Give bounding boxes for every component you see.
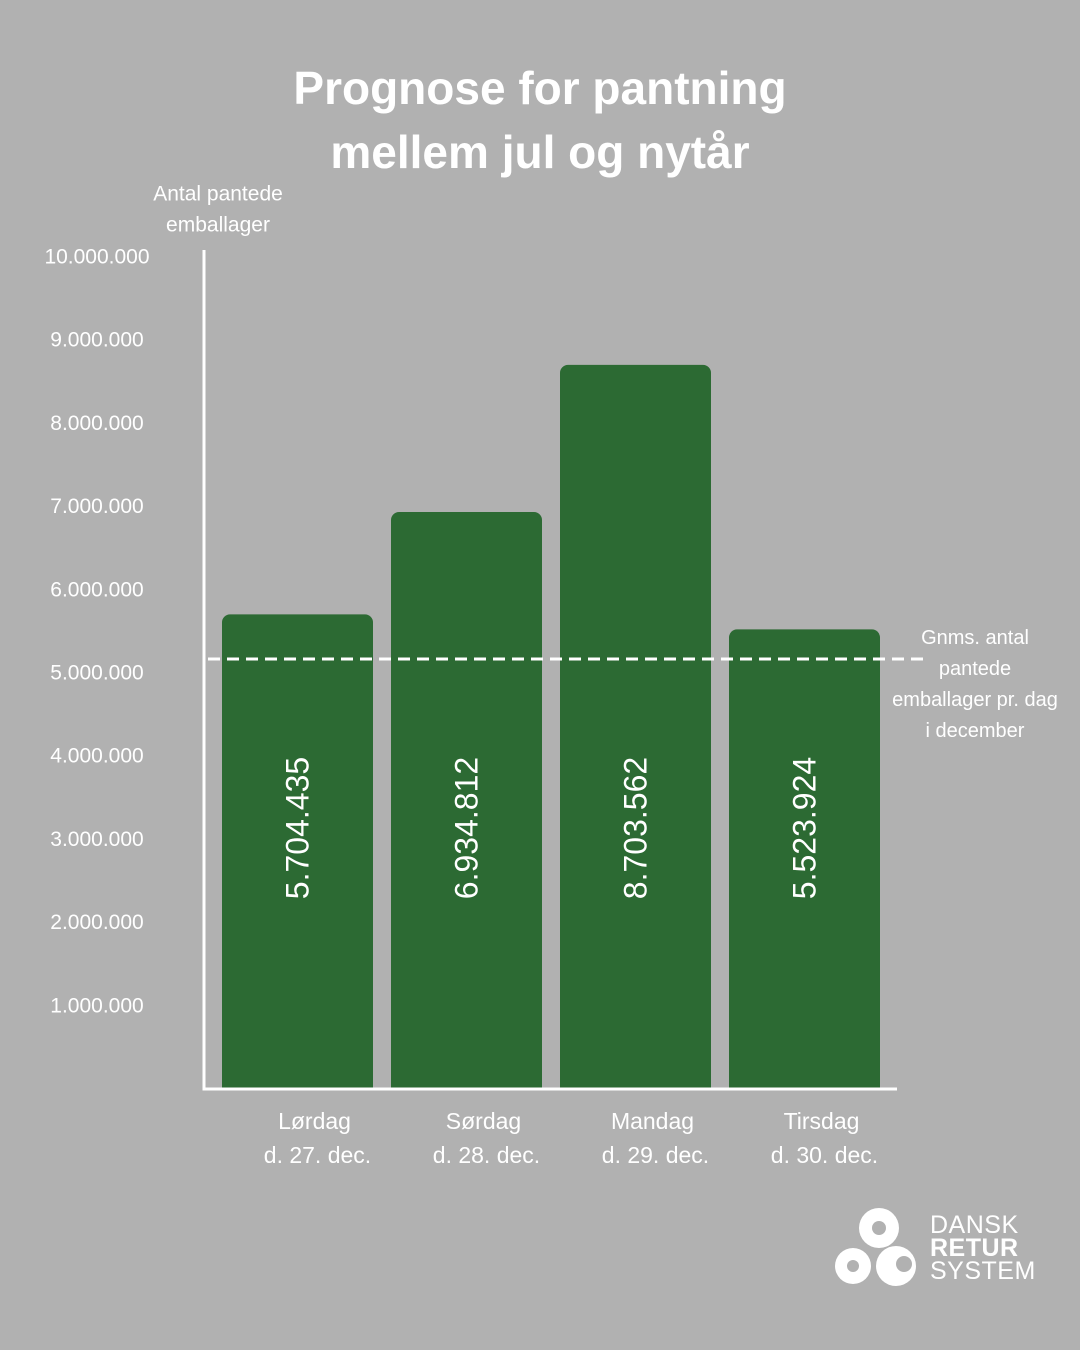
- logo-circles-icon: [835, 1208, 916, 1286]
- average-line-label-2: pantede: [939, 658, 1011, 680]
- bar-2: [391, 512, 542, 1089]
- y-tick-label-3: 8.000.000: [50, 412, 143, 435]
- bar-value-label-3: 8.703.562: [618, 757, 654, 899]
- y-axis-title-line-2: emballager: [166, 214, 270, 237]
- bar-4: [729, 629, 880, 1089]
- bar-3-base: [560, 1077, 711, 1089]
- x-category-date-1: d. 27. dec.: [264, 1142, 371, 1168]
- bar-2-base: [391, 1077, 542, 1089]
- y-tick-label-9: 2.000.000: [50, 911, 143, 934]
- y-tick-label-10: 1.000.000: [50, 994, 143, 1017]
- y-tick-label-7: 4.000.000: [50, 745, 143, 768]
- y-tick-label-8: 3.000.000: [50, 828, 143, 851]
- bar-value-label-4: 5.523.924: [787, 757, 823, 899]
- y-tick-label-1: 10.000.000: [44, 246, 149, 269]
- logo-text-line-2: RETUR: [930, 1234, 1019, 1262]
- x-category-date-2: d. 28. dec.: [433, 1142, 540, 1168]
- bar-value-label-2: 6.934.812: [449, 757, 485, 899]
- chart-title-line-2: mellem jul og nytår: [330, 126, 750, 178]
- y-tick-label-4: 7.000.000: [50, 495, 143, 518]
- bar-3: [560, 364, 711, 1089]
- average-line-label-3: emballager pr. dag: [892, 689, 1058, 711]
- y-tick-label-2: 9.000.000: [50, 329, 143, 352]
- x-category-date-4: d. 30. dec.: [771, 1142, 878, 1168]
- bar-value-label-1: 5.704.435: [280, 757, 316, 899]
- average-line-label-4: i december: [926, 720, 1025, 742]
- y-tick-label-5: 6.000.000: [50, 578, 143, 601]
- chart-title: Prognose for pantning mellem jul og nytå…: [0, 56, 1080, 184]
- average-line-label-1: Gnms. antal: [921, 627, 1029, 649]
- x-category-day-2: Sørdag: [446, 1108, 521, 1134]
- bar-1: [222, 614, 373, 1089]
- x-category-date-3: d. 29. dec.: [602, 1142, 709, 1168]
- logo-text-line-3: SYSTEM: [930, 1257, 1036, 1285]
- logo-text-line-1: DANSK: [930, 1211, 1019, 1239]
- chart-title-line-1: Prognose for pantning: [293, 62, 787, 114]
- x-category-day-3: Mandag: [611, 1108, 694, 1134]
- dansk-retur-system-logo: DANSK RETUR SYSTEM: [834, 1206, 1036, 1290]
- x-category-day-1: Lørdag: [278, 1108, 351, 1134]
- x-category-day-4: Tirsdag: [784, 1108, 860, 1134]
- y-tick-label-6: 5.000.000: [50, 662, 143, 685]
- bar-1-base: [222, 1077, 373, 1089]
- y-axis-title-line-1: Antal pantede: [153, 183, 283, 206]
- bar-4-base: [729, 1077, 880, 1089]
